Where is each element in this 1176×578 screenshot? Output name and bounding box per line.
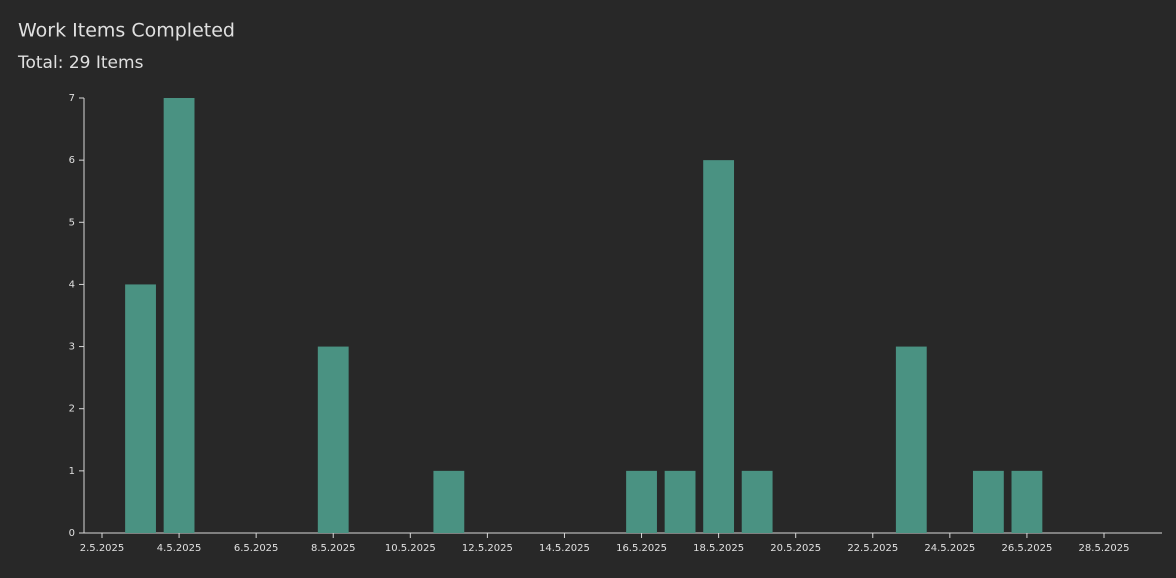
x-tick-label: 14.5.2025 — [539, 543, 590, 554]
y-tick-label: 4 — [69, 279, 75, 290]
x-tick-label: 6.5.2025 — [234, 543, 279, 554]
bar — [125, 284, 156, 533]
y-tick-label: 3 — [69, 342, 75, 353]
x-tick-label: 26.5.2025 — [1001, 543, 1052, 554]
x-tick-label: 12.5.2025 — [462, 543, 513, 554]
bar — [1011, 470, 1043, 533]
chart-title: Work Items Completed — [18, 20, 235, 42]
x-tick-label: 20.5.2025 — [770, 543, 821, 554]
y-tick-label: 2 — [69, 404, 75, 415]
x-tick-label: 24.5.2025 — [924, 543, 975, 554]
bar — [972, 470, 1004, 533]
x-tick-label: 18.5.2025 — [693, 543, 744, 554]
bar — [626, 470, 657, 533]
x-tick-label: 8.5.2025 — [311, 543, 356, 554]
bar — [163, 98, 195, 533]
x-tick-label: 22.5.2025 — [847, 543, 898, 554]
y-tick-label: 5 — [69, 217, 75, 228]
bar — [895, 346, 927, 533]
bar — [741, 470, 773, 533]
bar — [433, 470, 465, 533]
x-tick-label: 2.5.2025 — [80, 543, 125, 554]
x-tick-label: 10.5.2025 — [385, 543, 436, 554]
bar — [317, 346, 349, 533]
bar — [703, 160, 735, 533]
x-tick-label: 28.5.2025 — [1079, 543, 1130, 554]
chart-subtitle: Total: 29 Items — [17, 53, 144, 73]
bar — [664, 470, 696, 533]
x-tick-label: 4.5.2025 — [157, 543, 202, 554]
x-tick-label: 16.5.2025 — [616, 543, 667, 554]
y-tick-label: 0 — [69, 528, 75, 539]
y-tick-label: 1 — [69, 466, 75, 477]
y-tick-label: 7 — [69, 93, 75, 104]
y-tick-label: 6 — [69, 155, 75, 166]
